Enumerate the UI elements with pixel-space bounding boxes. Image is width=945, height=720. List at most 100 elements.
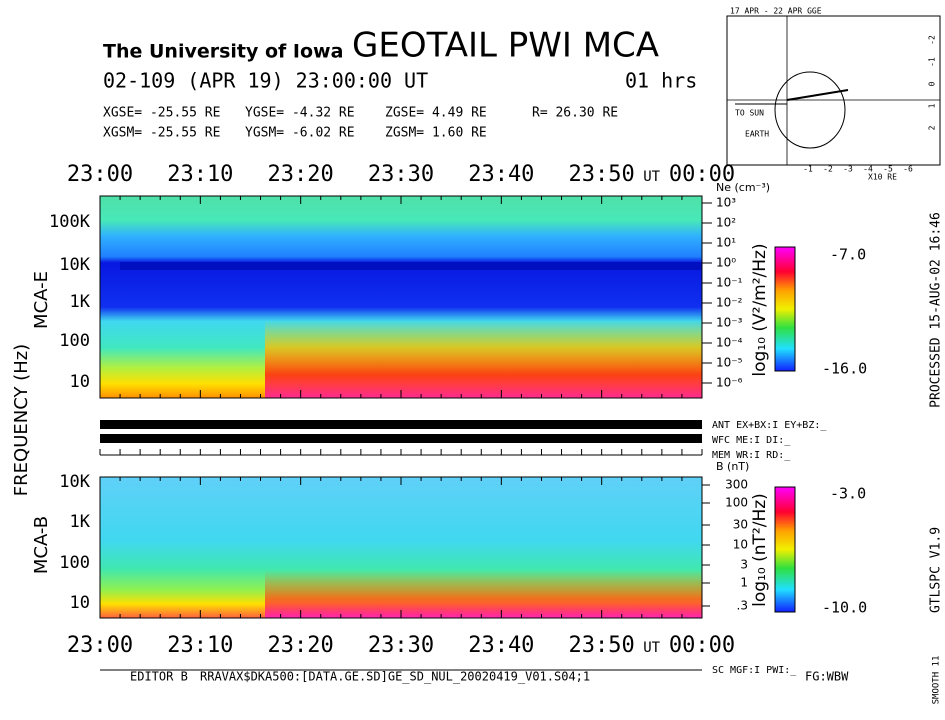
time-label: 23:40 (468, 162, 534, 187)
orbit-x-tick: -4 (863, 165, 873, 174)
duration: 01 hrs (625, 69, 697, 93)
coordinate: YGSM= -6.02 RE (245, 126, 355, 141)
header: The University of Iowa GEOTAIL PWI MCA 0… (103, 26, 697, 93)
freq-label: 1K (70, 292, 91, 312)
inset-frame (726, 15, 941, 166)
colorbar-e (774, 246, 796, 372)
orbit-x-tick: -2 (823, 165, 833, 174)
density-label: 10² (716, 216, 736, 230)
freq-label: 10K (59, 472, 90, 492)
field-label: 100 (725, 496, 748, 510)
smooth: SMOOTH 11 (932, 656, 942, 705)
field-title: B (nT) (716, 460, 749, 473)
field-label: 30 (733, 518, 748, 532)
density-label: 10⁻⁶ (716, 376, 743, 390)
processed: PROCESSED 15-AUG-02 16:46 (929, 212, 944, 408)
orbit-y-tick: -1 (928, 57, 937, 67)
time-label: 23:10 (167, 633, 233, 658)
coordinate: R= 26.30 RE (532, 106, 618, 121)
coordinate: YGSE= -4.32 RE (245, 106, 355, 121)
time-label: 23:00 (67, 633, 133, 658)
freq-label: 1K (70, 512, 91, 532)
orbit-x-tick: -1 (803, 165, 813, 174)
orbit-y-tick: 1 (928, 103, 937, 108)
orbit-inset: 17 APR - 22 APR GGE TO SUN EARTH X10 RE (726, 7, 941, 182)
time-label: 23:30 (368, 162, 434, 187)
coordinate: ZGSE= 4.49 RE (385, 106, 487, 121)
freq-label: 10 (70, 372, 90, 392)
file: RRAVAX$DKA500:[DATA.GE.SD]GE_SD_NUL_2002… (200, 670, 590, 684)
field-label: .3 (737, 599, 748, 613)
density-title: Ne (cm⁻³) (716, 181, 770, 194)
density-label: 10⁻⁴ (716, 336, 743, 350)
orbit-x-tick: -6 (903, 165, 913, 174)
field-label: 3 (740, 558, 748, 572)
panel-label: MCA-B (31, 516, 52, 574)
orbit-y-tick: -2 (928, 35, 937, 45)
time-label: 23:00 (67, 162, 133, 187)
freq-label: 10K (59, 255, 90, 275)
density-label: 10¹ (716, 236, 736, 250)
spacecraft-vector (786, 89, 849, 101)
orbit-y-tick: 2 (928, 125, 937, 130)
field-label: 300 (725, 478, 748, 492)
panel-label: MCA-E (31, 271, 52, 329)
status: WFC ME:I DI:_ (712, 435, 791, 446)
freq-label: 10 (70, 593, 90, 613)
sun-label: TO SUN (735, 109, 764, 118)
time-label: 23:20 (268, 162, 334, 187)
orbit-y-tick: 0 (928, 81, 937, 86)
spectrogram-e-intensity (265, 320, 702, 398)
scale-label: X10 RE (868, 173, 897, 182)
field-label: 1 (740, 576, 748, 590)
time-label: 23:40 (468, 633, 534, 658)
coordinate: XGSE= -25.55 RE (103, 106, 220, 121)
time-label: 23:30 (368, 633, 434, 658)
coordinate: ZGSM= 1.60 RE (385, 126, 487, 141)
colorbar-b (774, 486, 796, 613)
colorbar-max: -7.0 (830, 246, 866, 264)
sc-status: SC MGF:I PWI:_ (712, 665, 797, 676)
density-label: 10⁻⁵ (716, 356, 743, 370)
editor: EDITOR B (130, 670, 188, 684)
inset-title: 17 APR - 22 APR GGE (730, 7, 822, 16)
density-label: 10⁰ (716, 256, 736, 270)
spectrogram-band (120, 262, 702, 270)
institution: The University of Iowa (103, 41, 343, 63)
colorbar-max: -3.0 (830, 485, 866, 503)
time-label: 23:50 (569, 633, 635, 658)
freq-label: 100K (49, 212, 91, 232)
colorbar-label: log₁₀ (nT²/Hz) (750, 493, 770, 607)
spectrogram-b-intensity (265, 570, 702, 618)
density-label: 10⁻² (716, 296, 743, 310)
status-bar (100, 420, 702, 429)
main-title: GEOTAIL PWI MCA (352, 26, 659, 66)
status: ANT EX+BX:I EY+BZ:_ (712, 420, 827, 431)
version: GTLSPC V1.9 (929, 527, 944, 613)
colorbar-min: -16.0 (822, 360, 867, 378)
fg: FG:WBW (805, 670, 849, 684)
freq-label: 100 (59, 553, 90, 573)
freq-label: 100 (59, 331, 90, 351)
status: MEM WR:I RD:_ (712, 450, 791, 461)
earth-label: EARTH (745, 130, 769, 139)
time-label: 00:00 (669, 633, 735, 658)
density-label: 10³ (716, 196, 736, 210)
colorbar-min: -10.0 (822, 599, 867, 617)
time-label: 00:00 (669, 162, 735, 187)
y-axis-label: FREQUENCY (Hz) (11, 344, 32, 496)
orbit (774, 71, 846, 149)
density-label: 10⁻³ (716, 316, 743, 330)
density-label: 10⁻¹ (716, 276, 743, 290)
orbit-x-tick: -5 (883, 165, 893, 174)
orbit-x-tick: -3 (843, 165, 853, 174)
field-label: 10 (733, 538, 748, 552)
colorbar-label: log₁₀ (V²/m²/Hz) (750, 243, 770, 376)
time-label: 23:20 (268, 633, 334, 658)
time-label: 23:50 (569, 162, 635, 187)
time-unit: UT (643, 169, 660, 185)
time-unit: UT (643, 640, 660, 656)
time-label: 23:10 (167, 162, 233, 187)
status-bar (100, 434, 702, 443)
